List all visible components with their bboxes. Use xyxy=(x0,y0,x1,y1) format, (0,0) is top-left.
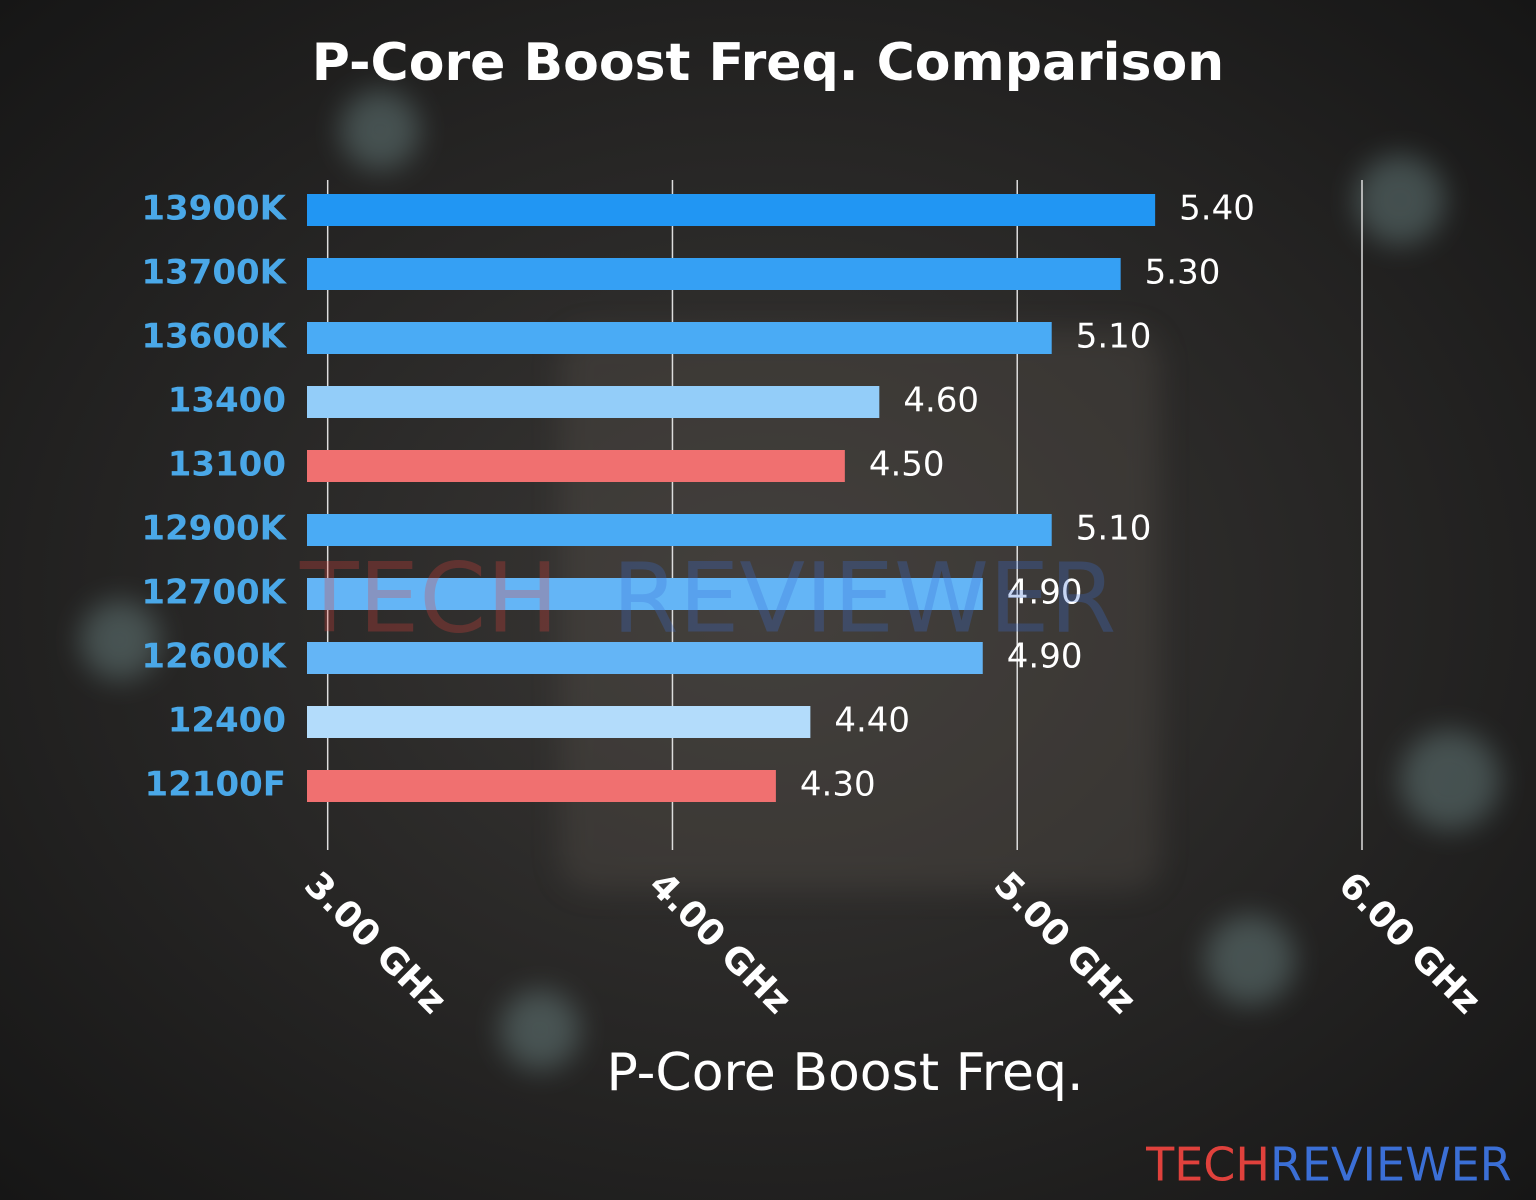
y-tick-label: 13400 xyxy=(168,381,286,421)
y-tick-label: 12100F xyxy=(144,765,286,805)
value-label: 4.60 xyxy=(903,381,979,421)
watermark-reviewer: REVIEWER xyxy=(612,542,1116,654)
value-label: 5.10 xyxy=(1076,317,1152,357)
y-tick-label: 12400 xyxy=(168,701,286,741)
bar xyxy=(307,770,776,802)
value-label: 4.40 xyxy=(834,701,910,741)
y-tick-label: 12700K xyxy=(141,573,287,613)
bar xyxy=(307,450,845,482)
value-label: 4.90 xyxy=(1007,573,1083,613)
bar xyxy=(307,578,983,610)
watermark: TECH REVIEWER xyxy=(299,542,1116,654)
y-tick-label: 12600K xyxy=(141,637,287,677)
value-label: 5.10 xyxy=(1076,509,1152,549)
value-label: 5.30 xyxy=(1145,253,1221,293)
value-label: 4.30 xyxy=(800,765,876,805)
bar xyxy=(307,322,1052,354)
chart-title: P-Core Boost Freq. Comparison xyxy=(312,33,1224,93)
x-axis-label: P-Core Boost Freq. xyxy=(606,1043,1083,1103)
y-tick-label: 13600K xyxy=(141,317,287,357)
bar xyxy=(307,194,1156,226)
value-label: 4.50 xyxy=(869,445,945,485)
bar xyxy=(307,642,983,674)
watermark-tech: TECH xyxy=(299,542,559,654)
value-label: 5.40 xyxy=(1179,189,1255,229)
y-tick-label: 13900K xyxy=(141,189,287,229)
bar xyxy=(307,386,880,418)
y-tick-label: 12900K xyxy=(141,509,287,549)
y-tick-label: 13100 xyxy=(168,445,286,485)
logo-tech: TECH xyxy=(1145,1138,1270,1192)
value-label: 4.90 xyxy=(1007,637,1083,677)
logo-reviewer: REVIEWER xyxy=(1270,1138,1512,1192)
bar xyxy=(307,258,1121,290)
bar xyxy=(307,706,811,738)
bar xyxy=(307,514,1052,546)
y-tick-label: 13700K xyxy=(141,253,287,293)
